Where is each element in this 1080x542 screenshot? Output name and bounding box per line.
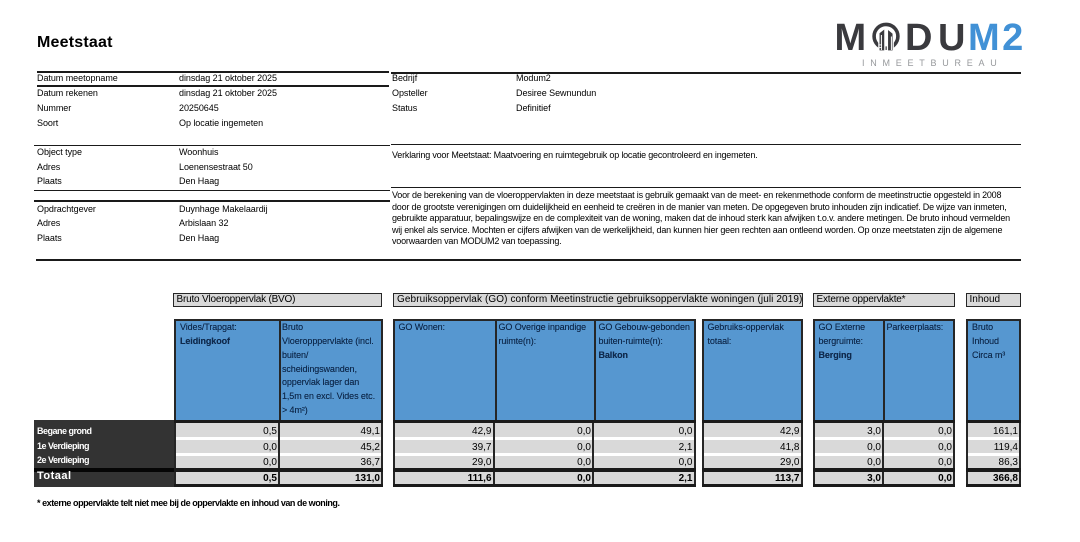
- svg-text:M: M: [835, 17, 867, 59]
- svg-text:M2: M2: [968, 17, 1026, 59]
- svg-text:INMEETBUREAU: INMEETBUREAU: [862, 58, 1003, 68]
- svg-text:DU: DU: [905, 17, 971, 59]
